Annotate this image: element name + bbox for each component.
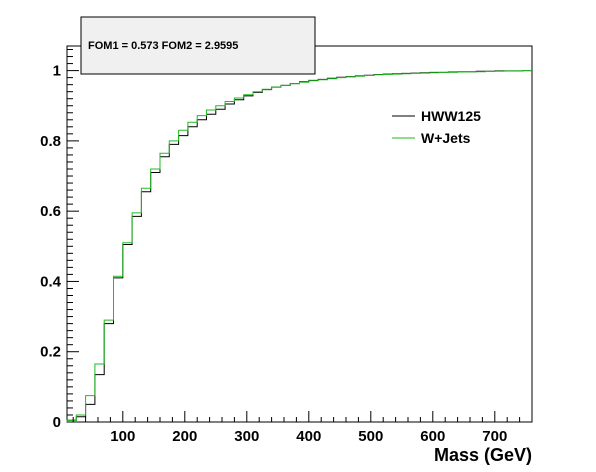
y-tick-label: 1 [53,63,61,80]
legend: HWW125 W+Jets [392,108,481,146]
x-tick-label: 400 [296,428,321,445]
x-tick-label: 700 [482,428,507,445]
plot-frame [66,45,533,423]
stats-box: FOM1 = 0.573 FOM2 = 2.9595 [80,16,316,75]
legend-items: HWW125 W+Jets [392,108,481,146]
stats-box-bg [80,16,316,75]
y-tick-label: 0.2 [40,344,61,361]
y-tick-label: 0.8 [40,133,61,150]
series-line-1 [66,70,532,422]
y-tick-label: 0.4 [40,273,62,290]
legend-label-0: HWW125 [421,108,481,124]
stats-box-text: FOM1 = 0.573 FOM2 = 2.9595 [88,40,238,52]
x-axis: 100 200 300 400 500 600 700 [72,411,533,445]
x-tick-label: 600 [420,428,445,445]
x-tick-label: 500 [358,428,383,445]
x-tick-label: 100 [110,428,135,445]
x-axis-title: Mass (GeV) [434,445,532,465]
legend-label-1: W+Jets [421,130,471,146]
x-tick-label: 200 [172,428,197,445]
y-tick-label: 0.6 [40,203,61,220]
y-tick-label: 0 [53,414,61,431]
y-axis: 0 0.2 0.4 0.6 0.8 1 [40,49,79,431]
series-layer [66,70,532,422]
x-tick-label: 300 [234,428,259,445]
